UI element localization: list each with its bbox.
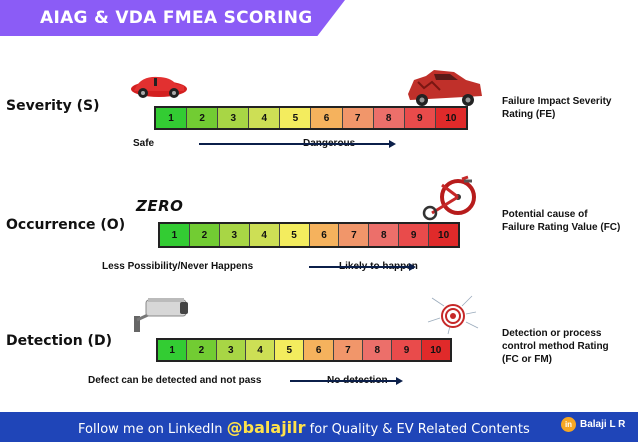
footer-text: Follow me on LinkedIn @balajilr for Qual… <box>78 418 530 437</box>
detection-scale: 1 2 3 4 5 6 7 8 9 10 <box>156 338 452 362</box>
detection-arrow-head-icon <box>396 377 403 385</box>
severity-arrow-line <box>199 143 389 145</box>
footer-handle-link[interactable]: @balajilr <box>226 418 306 437</box>
severity-cell-10: 10 <box>435 108 466 128</box>
tricycle-icon <box>422 175 476 221</box>
occurrence-description: Potential cause of Failure Rating Value … <box>502 208 620 234</box>
detection-description: Detection or process control method Rati… <box>502 327 609 366</box>
detection-low-note: Defect can be detected and not pass <box>88 375 262 386</box>
occurrence-cell-9: 9 <box>399 224 430 246</box>
detection-cell-1: 1 <box>158 340 188 360</box>
footer-prefix: Follow me on LinkedIn <box>78 422 223 437</box>
title-banner <box>0 0 345 36</box>
crashed-car-icon <box>408 70 482 106</box>
severity-cell-3: 3 <box>218 108 250 128</box>
occurrence-arrow-head-icon <box>409 263 416 271</box>
severity-cell-5: 5 <box>280 108 312 128</box>
occurrence-label: Occurrence (O) <box>6 217 126 233</box>
detection-cell-2: 2 <box>187 340 217 360</box>
page-title: AIAG & VDA FMEA SCORING <box>40 8 313 28</box>
detection-cell-4: 4 <box>245 340 276 360</box>
severity-description-line1: Failure Impact Severity <box>502 96 612 107</box>
occurrence-cell-5: 5 <box>279 224 310 246</box>
occurrence-description-line1: Potential cause of <box>502 209 588 220</box>
detection-cell-10: 10 <box>421 340 450 360</box>
detection-arrow-line <box>290 380 396 382</box>
occurrence-cell-2: 2 <box>189 224 220 246</box>
severity-description-line2: Rating (FE) <box>502 109 556 120</box>
severity-low-note: Safe <box>133 138 155 149</box>
severity-label: Severity (S) <box>6 98 100 114</box>
occurrence-scale: 1 2 3 4 5 6 7 8 9 10 <box>158 222 460 248</box>
detection-cell-9: 9 <box>392 340 422 360</box>
severity-cell-2: 2 <box>187 108 219 128</box>
detection-description-line1: Detection or process <box>502 328 602 339</box>
footer-suffix: for Quality & EV Related Contents <box>309 422 530 437</box>
security-camera-icon <box>134 298 188 332</box>
toy-car-icon <box>131 76 187 98</box>
occurrence-description-line2: Failure Rating Value (FC) <box>502 222 621 233</box>
footer-bar: Follow me on LinkedIn @balajilr for Qual… <box>0 412 638 442</box>
linkedin-icon[interactable]: in <box>561 417 576 432</box>
severity-cell-8: 8 <box>373 108 405 128</box>
detection-description-line3: (FC or FM) <box>502 354 552 365</box>
zero-logo: ZERO <box>136 197 184 215</box>
severity-cell-7: 7 <box>342 108 374 128</box>
occurrence-cell-6: 6 <box>309 224 340 246</box>
target-icon <box>427 295 479 335</box>
occurrence-cell-8: 8 <box>369 224 400 246</box>
occurrence-cell-10: 10 <box>429 224 459 246</box>
detection-label: Detection (D) <box>6 333 112 349</box>
occurrence-arrow-line <box>309 266 409 268</box>
severity-cell-1: 1 <box>156 108 188 128</box>
severity-description: Failure Impact Severity Rating (FE) <box>502 95 612 121</box>
severity-cell-4: 4 <box>249 108 281 128</box>
detection-description-line2: control method Rating <box>502 341 609 352</box>
detection-cell-7: 7 <box>333 340 364 360</box>
occurrence-cell-1: 1 <box>160 224 190 246</box>
occurrence-cell-3: 3 <box>219 224 250 246</box>
detection-cell-5: 5 <box>275 340 305 360</box>
severity-cell-9: 9 <box>404 108 436 128</box>
severity-arrow-head-icon <box>389 140 396 148</box>
detection-cell-8: 8 <box>363 340 393 360</box>
occurrence-cell-7: 7 <box>339 224 370 246</box>
severity-scale: 1 2 3 4 5 6 7 8 9 10 <box>154 106 468 130</box>
occurrence-low-note: Less Possibility/Never Happens <box>102 261 254 272</box>
detection-cell-3: 3 <box>216 340 246 360</box>
detection-cell-6: 6 <box>304 340 334 360</box>
footer-brand-name: Balaji L R <box>580 419 626 430</box>
occurrence-cell-4: 4 <box>249 224 280 246</box>
severity-cell-6: 6 <box>311 108 343 128</box>
